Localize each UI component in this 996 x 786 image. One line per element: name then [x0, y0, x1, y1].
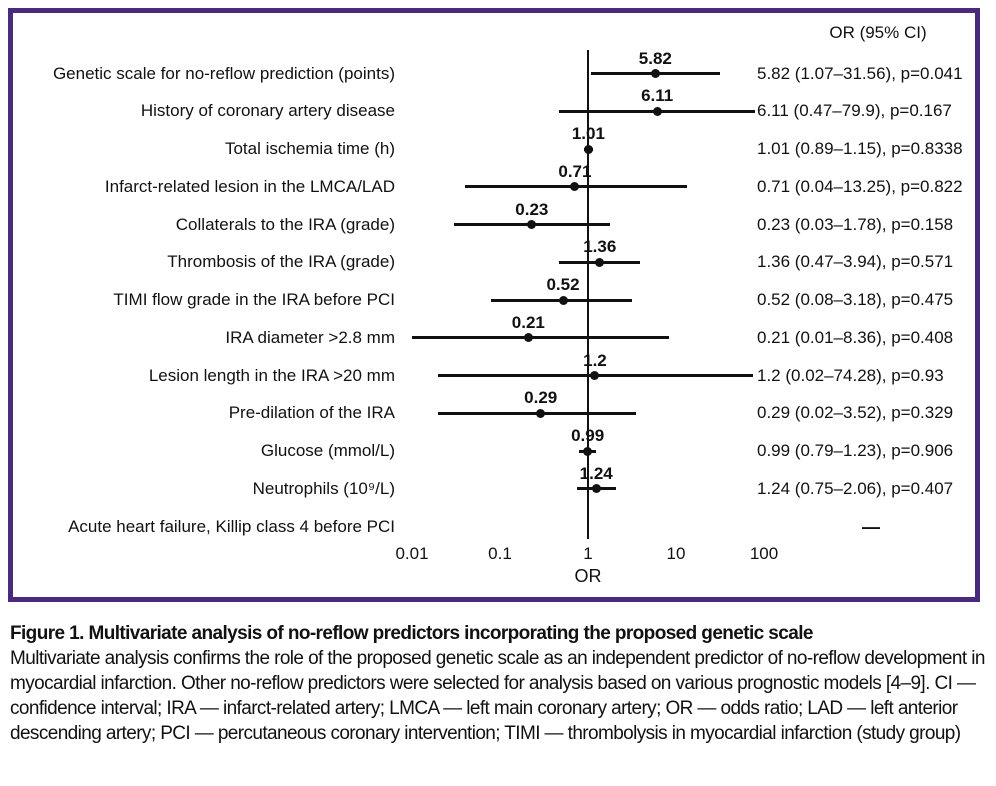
or-ci-text: 5.82 (1.07–31.56), p=0.041 — [757, 63, 963, 83]
predictor-label: Acute heart failure, Killip class 4 befo… — [68, 516, 395, 536]
no-estimate-dash: — — [862, 516, 880, 537]
or-ci-text: 0.23 (0.03–1.78), p=0.158 — [757, 214, 954, 234]
figure-caption-body: Multivariate analysis confirms the role … — [10, 648, 985, 744]
predictor-label: Glucose (mmol/L) — [260, 441, 395, 460]
predictor-label: Neutrophils (10⁹/L) — [252, 478, 395, 498]
predictor-label: IRA diameter >2.8 mm — [225, 327, 395, 347]
point-estimate-marker — [583, 446, 593, 456]
point-estimate-marker — [652, 106, 662, 116]
or-ci-text: 0.29 (0.02–3.52), p=0.329 — [757, 403, 954, 423]
predictor-label: Thrombosis of the IRA (grade) — [167, 252, 395, 272]
point-estimate-marker — [527, 220, 537, 229]
or-ci-text: 0.99 (0.79–1.23), p=0.906 — [757, 441, 954, 460]
predictor-label: Infarct-related lesion in the LMCA/LAD — [104, 176, 395, 196]
point-estimate-value: 1.2 — [583, 350, 607, 370]
point-estimate-value: 0.23 — [515, 199, 549, 219]
point-estimate-marker — [558, 295, 568, 305]
point-estimate-value: 0.21 — [511, 312, 545, 332]
point-estimate-marker — [595, 257, 605, 267]
point-estimate-value: 0.52 — [546, 275, 580, 294]
or-ci-text: 0.21 (0.01–8.36), p=0.408 — [757, 327, 954, 347]
or-ci-text: 1.24 (0.75–2.06), p=0.407 — [757, 478, 954, 498]
point-estimate-marker — [536, 408, 546, 418]
point-estimate-value: 1.01 — [571, 124, 605, 143]
predictor-label: Genetic scale for no-reflow prediction (… — [52, 63, 395, 83]
figure-caption: Figure 1. Multivariate analysis of no-re… — [10, 621, 990, 746]
or-ci-text: 0.52 (0.08–3.18), p=0.475 — [757, 290, 954, 309]
point-estimate-value: 1.24 — [579, 463, 613, 483]
point-estimate-marker — [590, 371, 600, 380]
point-estimate-marker — [583, 144, 593, 154]
predictor-label: Lesion length in the IRA >20 mm — [148, 365, 395, 385]
or-ci-text: 6.11 (0.47–79.9), p=0.167 — [757, 101, 952, 121]
or-ci-text: 1.36 (0.47–3.94), p=0.571 — [757, 252, 954, 272]
predictor-label: Total ischemia time (h) — [224, 139, 395, 158]
figure-caption-title: Figure 1. Multivariate analysis of no-re… — [10, 623, 813, 644]
point-estimate-marker — [523, 333, 533, 343]
point-estimate-value: 1.36 — [583, 237, 617, 257]
x-axis-tick-label: 0.1 — [488, 544, 512, 563]
point-estimate-value: 0.99 — [571, 426, 605, 445]
or-ci-text: 1.2 (0.02–74.28), p=0.93 — [757, 365, 944, 385]
point-estimate-marker — [570, 182, 580, 192]
or-ci-text: 1.01 (0.89–1.15), p=0.8338 — [757, 139, 963, 158]
x-axis-tick-label: 100 — [749, 544, 779, 563]
point-estimate-value: 6.11 — [641, 86, 674, 106]
predictor-label: TIMI flow grade in the IRA before PCI — [113, 290, 395, 309]
x-axis-label: OR — [574, 566, 602, 586]
point-estimate-marker — [591, 484, 601, 494]
point-estimate-value: 0.71 — [558, 161, 592, 181]
point-estimate-marker — [650, 69, 660, 78]
predictor-label: Collaterals to the IRA (grade) — [175, 214, 395, 234]
predictor-label: History of coronary artery disease — [140, 101, 395, 121]
x-axis-tick-label: 1 — [583, 544, 593, 563]
or-ci-column-header: OR (95% CI) — [829, 23, 927, 42]
reference-line-or-1 — [587, 50, 589, 539]
point-estimate-value: 0.29 — [524, 388, 558, 408]
point-estimate-value: 5.82 — [638, 48, 672, 68]
or-ci-text: 0.71 (0.04–13.25), p=0.822 — [757, 176, 963, 196]
predictor-label: Pre-dilation of the IRA — [228, 403, 395, 423]
x-axis-tick-label: 10 — [666, 544, 686, 563]
forest-plot-panel-border — [8, 8, 980, 602]
confidence-interval-line — [412, 336, 670, 340]
x-axis-tick-label: 0.01 — [395, 544, 429, 563]
